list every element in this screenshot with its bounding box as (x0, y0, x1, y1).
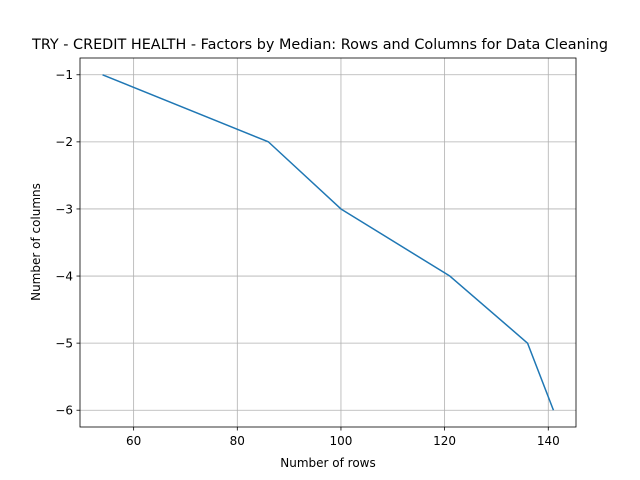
x-tick-label: 80 (230, 434, 245, 448)
series-layer (102, 74, 555, 411)
chart-title: TRY - CREDIT HEALTH - Factors by Median:… (31, 37, 608, 53)
x-tick-label: 100 (330, 434, 353, 448)
x-axis-label: Number of rows (280, 456, 375, 470)
x-axis: 60 80 100 120 140 (126, 427, 560, 448)
y-tick-label: −4 (55, 269, 73, 283)
series-line (102, 74, 555, 411)
y-axis-label: Number of columns (29, 183, 43, 301)
y-tick-label: −1 (55, 68, 73, 82)
y-tick-label: −6 (55, 404, 73, 418)
y-tick-label: −3 (55, 202, 73, 216)
x-tick-label: 120 (433, 434, 456, 448)
grid-lines (80, 58, 576, 427)
y-axis: −1 −2 −3 −4 −5 −6 (55, 68, 80, 418)
x-tick-label: 60 (126, 434, 141, 448)
y-tick-label: −2 (55, 135, 73, 149)
y-tick-label: −5 (55, 336, 73, 350)
x-tick-label: 140 (537, 434, 560, 448)
plot-frame (79, 57, 577, 428)
